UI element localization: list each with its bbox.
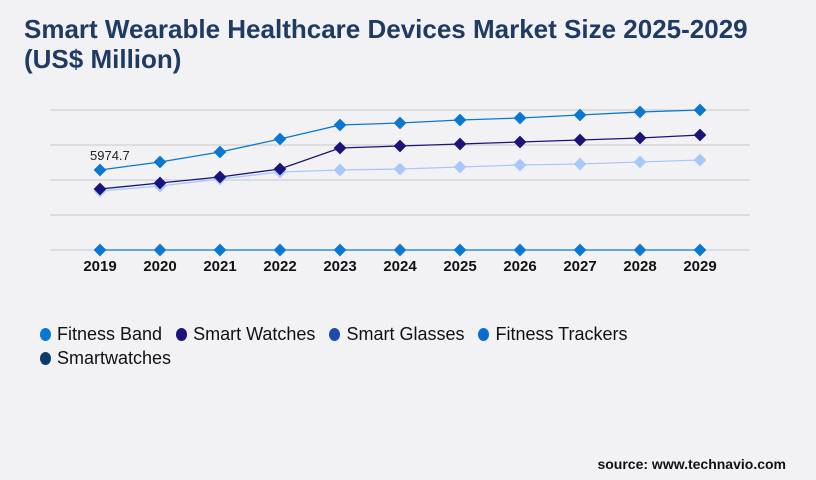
data-point [93, 243, 107, 257]
data-point [693, 128, 707, 142]
legend-marker-icon [40, 328, 51, 341]
data-point [513, 135, 527, 149]
data-point [213, 170, 227, 184]
data-point [513, 158, 527, 172]
x-tick-label: 2026 [503, 258, 536, 275]
data-point [393, 139, 407, 153]
data-point [153, 243, 167, 257]
legend-item: Smart Watches [176, 322, 315, 346]
data-point [453, 243, 467, 257]
data-point [273, 243, 287, 257]
data-point [453, 113, 467, 127]
x-tick-label: 2023 [323, 258, 356, 275]
data-point [393, 162, 407, 176]
data-point [273, 132, 287, 146]
legend-item: Fitness Trackers [478, 322, 628, 346]
x-tick-label: 2028 [623, 258, 656, 275]
x-tick-label: 2019 [83, 258, 116, 275]
x-tick-label: 2020 [143, 258, 176, 275]
source-label: source: www.technavio.com [597, 456, 786, 472]
chart-title: Smart Wearable Healthcare Devices Market… [24, 14, 748, 74]
data-point [333, 141, 347, 155]
legend-marker-icon [40, 352, 51, 365]
legend-label: Smart Glasses [346, 324, 465, 344]
legend-item: Smart Glasses [329, 322, 464, 346]
x-tick-label: 2021 [203, 258, 236, 275]
x-tick-label: 2027 [563, 258, 596, 275]
data-point [573, 108, 587, 122]
data-point [573, 133, 587, 147]
data-point [333, 243, 347, 257]
data-point [633, 131, 647, 145]
data-point [573, 243, 587, 257]
x-tick-label: 2024 [383, 258, 417, 275]
legend-marker-icon [329, 328, 341, 341]
legend-item: Smartwatches [40, 346, 171, 370]
data-point [213, 145, 227, 159]
legend-label: Smartwatches [57, 348, 172, 368]
legend-marker-icon [478, 328, 490, 341]
data-point [393, 116, 407, 130]
data-label: 5974.7 [90, 148, 130, 163]
data-point [513, 243, 527, 257]
data-point [453, 137, 467, 151]
data-point [93, 163, 107, 177]
data-point [153, 176, 167, 190]
data-point [333, 163, 347, 177]
data-point [273, 162, 287, 176]
legend: Fitness Band Smart Watches Smart Glasses Fi… [40, 322, 740, 370]
data-point [393, 243, 407, 257]
legend-marker-icon [176, 328, 188, 341]
legend-label: Fitness Band [57, 324, 163, 344]
data-point [693, 243, 707, 257]
data-point [633, 155, 647, 169]
data-point [513, 111, 527, 125]
data-point [153, 155, 167, 169]
legend-label: Fitness Trackers [495, 324, 628, 344]
data-point [213, 243, 227, 257]
data-point [633, 243, 647, 257]
data-point [93, 182, 107, 196]
x-tick-label: 2029 [683, 258, 716, 275]
x-tick-label: 2025 [443, 258, 476, 275]
data-point [633, 105, 647, 119]
x-tick-label: 2022 [263, 258, 296, 275]
data-point [573, 157, 587, 171]
legend-item: Fitness Band [40, 322, 162, 346]
data-point [693, 103, 707, 117]
data-point [693, 153, 707, 167]
data-point [333, 118, 347, 132]
legend-label: Smart Watches [193, 324, 316, 344]
data-point [453, 160, 467, 174]
